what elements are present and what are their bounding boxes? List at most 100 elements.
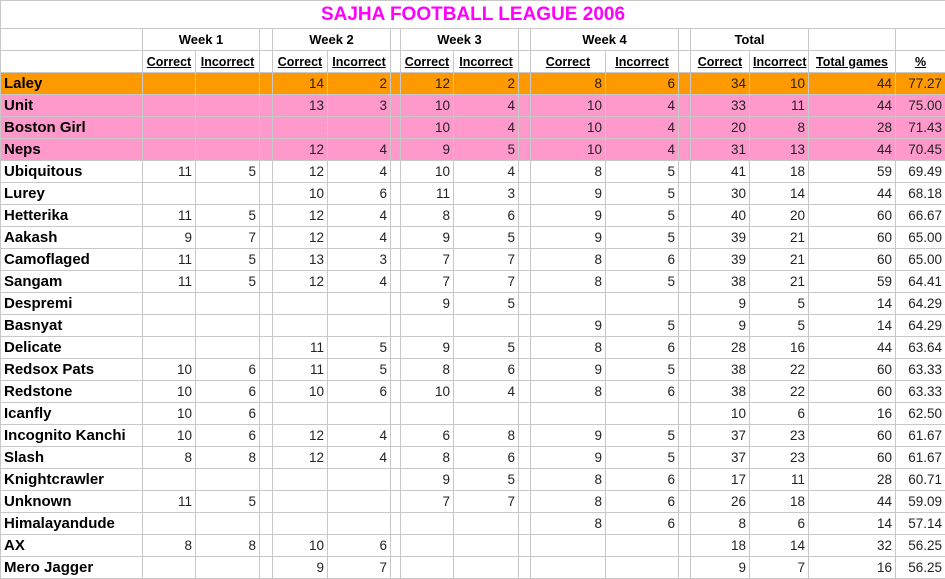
gap-cell <box>391 293 401 315</box>
gap-cell <box>519 183 531 205</box>
player-name: Camoflaged <box>1 249 143 271</box>
w3-incorrect-cell <box>454 513 519 535</box>
w3-incorrect-cell: 4 <box>454 381 519 403</box>
w4-correct-cell: 8 <box>531 381 606 403</box>
w1-correct-cell: 11 <box>143 205 196 227</box>
total-incorrect-cell: 11 <box>750 95 809 117</box>
total-incorrect-cell: 13 <box>750 139 809 161</box>
w2-correct-cell: 9 <box>273 557 328 579</box>
total-incorrect-cell: 23 <box>750 425 809 447</box>
gap-cell <box>391 271 401 293</box>
total-correct-cell: 18 <box>691 535 750 557</box>
percent-cell: 71.43 <box>896 117 945 139</box>
total-correct-cell: 26 <box>691 491 750 513</box>
gap-cell <box>391 403 401 425</box>
w4-incorrect-cell: 6 <box>606 491 679 513</box>
total-correct-header: Correct <box>691 51 750 73</box>
w4-correct-cell: 9 <box>531 425 606 447</box>
w2-incorrect-cell <box>328 315 391 337</box>
percent-cell: 63.64 <box>896 337 945 359</box>
percent-cell: 64.29 <box>896 293 945 315</box>
blank-cell <box>1 51 143 73</box>
w2-incorrect-cell <box>328 403 391 425</box>
w2-correct-cell: 10 <box>273 535 328 557</box>
w4-correct-cell <box>531 403 606 425</box>
w2-incorrect-cell: 6 <box>328 183 391 205</box>
total-correct-cell: 38 <box>691 271 750 293</box>
gap-cell <box>260 205 273 227</box>
w4-incorrect-cell: 5 <box>606 271 679 293</box>
w1-incorrect-cell: 5 <box>196 491 260 513</box>
w2-correct-cell: 13 <box>273 249 328 271</box>
w1-correct-cell <box>143 139 196 161</box>
player-name: Boston Girl <box>1 117 143 139</box>
gap-cell <box>260 337 273 359</box>
week-2-incorrect-header: Incorrect <box>328 51 391 73</box>
w3-incorrect-cell: 7 <box>454 271 519 293</box>
gap-cell <box>519 447 531 469</box>
player-name: Lurey <box>1 183 143 205</box>
week-4-correct-header: Correct <box>531 51 606 73</box>
total-games-cell: 14 <box>809 293 896 315</box>
gap-cell <box>260 249 273 271</box>
w1-correct-cell: 9 <box>143 227 196 249</box>
page-title: SAJHA FOOTBALL LEAGUE 2006 <box>1 1 945 29</box>
gap-cell <box>519 227 531 249</box>
gap-cell <box>679 117 691 139</box>
w1-correct-cell <box>143 73 196 95</box>
w3-correct-cell: 9 <box>401 337 454 359</box>
w4-correct-cell <box>531 535 606 557</box>
week-1-header: Week 1 <box>143 29 260 51</box>
total-correct-cell: 34 <box>691 73 750 95</box>
percent-cell: 70.45 <box>896 139 945 161</box>
gap-cell <box>679 161 691 183</box>
total-correct-cell: 33 <box>691 95 750 117</box>
gap-cell <box>679 337 691 359</box>
total-incorrect-cell: 14 <box>750 535 809 557</box>
player-name: Icanfly <box>1 403 143 425</box>
total-correct-cell: 38 <box>691 381 750 403</box>
w3-correct-cell: 8 <box>401 359 454 381</box>
w1-incorrect-cell: 5 <box>196 271 260 293</box>
w3-incorrect-cell: 5 <box>454 139 519 161</box>
total-incorrect-cell: 18 <box>750 491 809 513</box>
week-1-correct-header: Correct <box>143 51 196 73</box>
week-3-incorrect-header: Incorrect <box>454 51 519 73</box>
w4-incorrect-cell: 6 <box>606 381 679 403</box>
gap-cell <box>391 249 401 271</box>
w3-correct-cell: 9 <box>401 293 454 315</box>
player-name: Ubiquitous <box>1 161 143 183</box>
w1-incorrect-cell <box>196 139 260 161</box>
w1-correct-cell <box>143 117 196 139</box>
w4-correct-cell: 10 <box>531 139 606 161</box>
w2-incorrect-cell: 5 <box>328 337 391 359</box>
w3-correct-cell: 10 <box>401 95 454 117</box>
w4-correct-cell: 9 <box>531 227 606 249</box>
w2-correct-cell: 11 <box>273 337 328 359</box>
w4-incorrect-cell: 5 <box>606 183 679 205</box>
w1-correct-cell: 10 <box>143 359 196 381</box>
player-name: Neps <box>1 139 143 161</box>
gap-cell <box>519 51 531 73</box>
gap-cell <box>391 425 401 447</box>
w2-incorrect-cell: 6 <box>328 535 391 557</box>
total-incorrect-cell: 11 <box>750 469 809 491</box>
w4-incorrect-cell: 6 <box>606 249 679 271</box>
gap-cell <box>679 271 691 293</box>
w2-incorrect-cell: 4 <box>328 161 391 183</box>
total-incorrect-cell: 21 <box>750 227 809 249</box>
w2-incorrect-cell <box>328 513 391 535</box>
gap-cell <box>679 425 691 447</box>
player-name: Aakash <box>1 227 143 249</box>
gap-cell <box>260 139 273 161</box>
percent-cell: 63.33 <box>896 381 945 403</box>
w3-correct-cell: 10 <box>401 161 454 183</box>
w1-incorrect-cell: 6 <box>196 381 260 403</box>
gap-cell <box>391 513 401 535</box>
total-games-cell: 44 <box>809 73 896 95</box>
w4-correct-cell: 9 <box>531 315 606 337</box>
player-name: Delicate <box>1 337 143 359</box>
